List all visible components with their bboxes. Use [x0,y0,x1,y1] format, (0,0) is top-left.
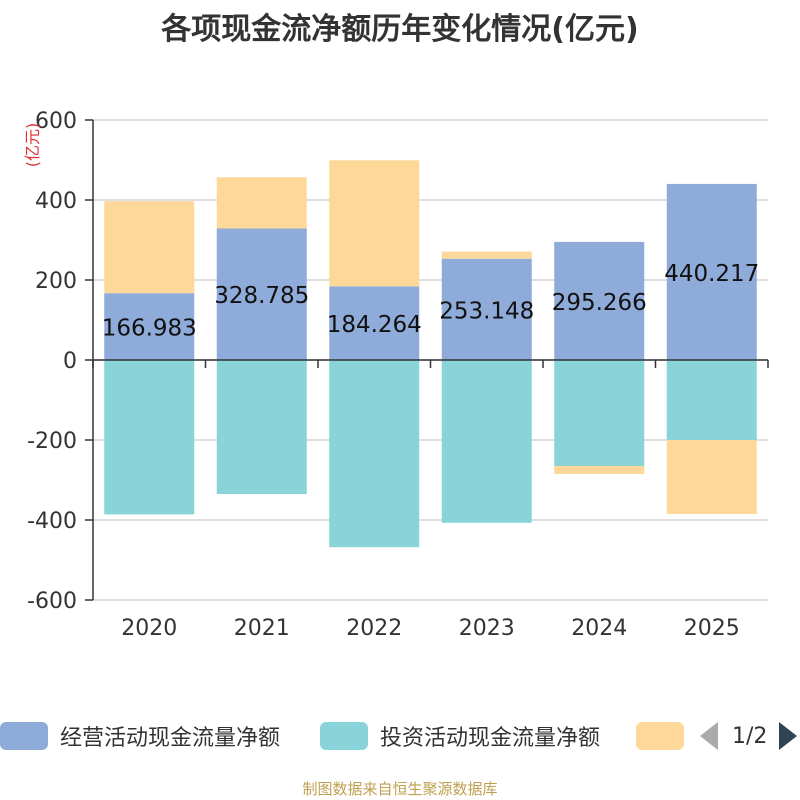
data-label: 184.264 [327,312,422,338]
legend-page-indicator: 1/2 [732,723,768,749]
data-label: 328.785 [214,283,309,309]
chart-title: 各项现金流净额历年变化情况(亿元) [161,12,639,47]
x-tick-label: 2022 [346,616,402,641]
y-tick-label: -200 [27,429,77,454]
bar-1-2023 [441,360,532,523]
bar-1-2024 [554,360,645,466]
legend: 经营活动现金流量净额 投资活动现金流量净额 1/2 [0,716,800,756]
legend-label-investing: 投资活动现金流量净额 [380,726,601,751]
bar-2-2020 [104,201,195,294]
bar-2-2022 [329,160,420,287]
bar-0-2024 [554,241,645,360]
data-label: 440.217 [664,261,759,287]
legend-item-operating[interactable]: 经营活动现金流量净额 [0,716,280,756]
x-tick-label: 2020 [121,616,177,641]
legend-swatch-operating [0,722,48,750]
legend-swatch-investing [320,722,368,750]
data-label: 295.266 [552,290,647,316]
bar-2-2023 [441,251,532,259]
bar-0-2021 [216,228,307,360]
bar-0-2022 [329,286,420,360]
legend-item-investing[interactable]: 投资活动现金流量净额 [320,716,600,756]
y-axis-label: (亿元) [23,123,42,168]
y-tick-label: 0 [63,349,77,374]
axes: 600 400 200 0 -200 -400 -600 2020 2021 2022 2023 20… [27,109,769,641]
x-tick-label: 2025 [684,616,740,641]
bar-0-2020 [104,293,195,360]
x-tick-label: 2021 [234,616,290,641]
bar-1-2021 [216,360,307,494]
bar-1-2020 [104,360,195,515]
y-tick-label: 400 [35,189,77,214]
legend-pager: 1/2 [700,716,798,756]
bar-2-2024 [554,466,645,474]
y-tick-label: -600 [27,589,77,614]
x-tick-label: 2023 [459,616,515,641]
legend-label-operating: 经营活动现金流量净额 [60,726,281,751]
legend-swatch-financing [636,722,684,750]
legend-item-financing[interactable] [636,716,684,756]
data-label: 253.148 [439,298,534,324]
bars [104,160,757,548]
bar-0-2025 [666,183,757,360]
bar-2-2021 [216,177,307,229]
bar-2-2025 [666,440,757,514]
data-label: 166.983 [102,316,197,342]
y-tick-label: 200 [35,269,77,294]
data-labels: 166.983 328.785 184.264 253.148 295.266 440.2… [102,261,760,342]
legend-prev-icon[interactable] [700,722,718,750]
x-tick-label: 2024 [571,616,627,641]
bar-1-2025 [666,360,757,440]
bar-0-2023 [441,258,532,360]
bar-1-2022 [329,360,420,548]
y-tick-label: -400 [27,509,77,534]
source-footer: 制图数据来自恒生聚源数据库 [302,780,498,798]
legend-next-icon[interactable] [779,722,798,750]
y-tick-label: 600 [35,109,77,134]
